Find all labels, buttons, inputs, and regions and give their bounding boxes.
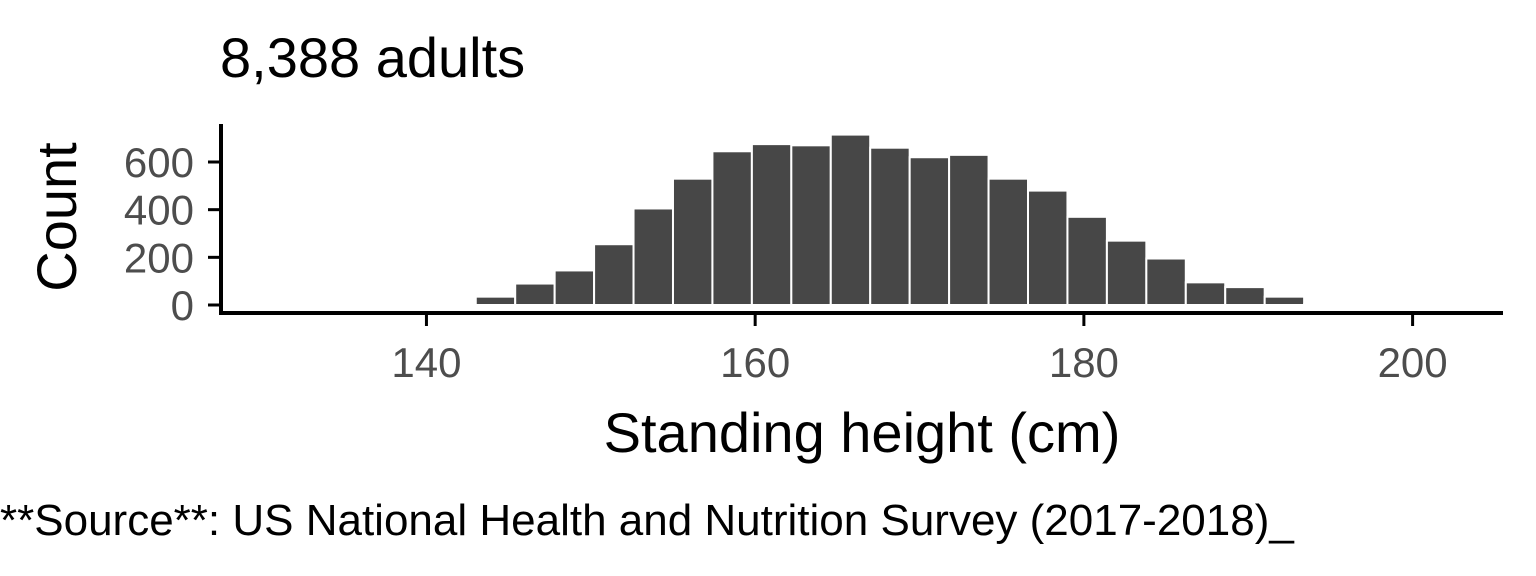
histogram-bar — [1066, 215, 1108, 306]
histogram-bar — [1145, 257, 1187, 306]
histogram-bar — [1105, 239, 1148, 306]
histogram-bar — [593, 243, 635, 307]
histogram-bar — [790, 144, 832, 306]
histogram-bar — [435, 302, 477, 306]
histogram-bar — [869, 146, 911, 306]
y-tick-label: 400 — [124, 187, 194, 234]
chart-caption: **Source**: US National Health and Nutri… — [0, 496, 1294, 545]
x-tick-label: 200 — [1378, 339, 1448, 386]
chart-title: 8,388 adults — [220, 26, 525, 89]
histogram-bar — [829, 133, 872, 306]
histogram-bar — [987, 177, 1030, 306]
histogram-bar — [474, 295, 517, 306]
histogram-bar — [1263, 295, 1306, 306]
y-axis-label: Count — [25, 142, 88, 292]
histogram-bar — [908, 156, 951, 306]
histogram-bar — [1027, 189, 1069, 307]
histogram-bar — [948, 153, 990, 306]
histogram-bar — [553, 269, 596, 307]
bars-group — [435, 133, 1345, 307]
x-tick-label: 140 — [391, 339, 461, 386]
histogram-bar — [1224, 286, 1266, 306]
histogram-bar — [671, 177, 714, 306]
x-axis-label: Standing height (cm) — [604, 401, 1121, 464]
y-tick-label: 200 — [124, 234, 194, 281]
histogram-bar — [750, 143, 793, 306]
x-tick-label: 180 — [1049, 339, 1119, 386]
y-tick-label: 600 — [124, 139, 194, 186]
histogram-bar — [1184, 281, 1227, 307]
histogram-bar — [514, 282, 556, 306]
histogram-bar — [711, 150, 753, 306]
histogram-bar — [632, 207, 674, 307]
x-tick-label: 160 — [720, 339, 790, 386]
x-axis-ticks: 140 160 180 200 — [391, 313, 1448, 386]
y-tick-label: 0 — [171, 282, 194, 329]
histogram-bar — [1303, 303, 1345, 307]
